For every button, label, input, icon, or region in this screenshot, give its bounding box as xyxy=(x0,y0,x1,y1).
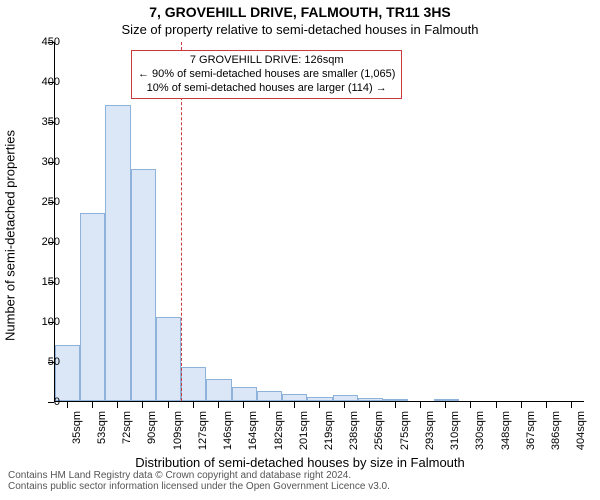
x-tick-mark xyxy=(344,402,345,408)
y-tick-label: 150 xyxy=(20,276,60,288)
y-tick-label: 350 xyxy=(20,116,60,128)
x-tick-mark xyxy=(294,402,295,408)
x-tick-mark xyxy=(369,402,370,408)
x-tick-label: 256sqm xyxy=(373,411,385,459)
x-axis-label: Distribution of semi-detached houses by … xyxy=(0,455,600,470)
x-tick-mark xyxy=(117,402,118,408)
x-tick-label: 127sqm xyxy=(197,411,209,459)
y-tick-mark xyxy=(48,282,54,283)
x-tick-mark xyxy=(269,402,270,408)
x-tick-mark xyxy=(395,402,396,408)
x-tick-label: 238sqm xyxy=(348,411,360,459)
x-tick-mark xyxy=(243,402,244,408)
x-tick-mark xyxy=(142,402,143,408)
x-tick-mark xyxy=(319,402,320,408)
y-tick-mark xyxy=(48,122,54,123)
x-tick-mark xyxy=(420,402,421,408)
histogram-bar xyxy=(383,399,408,401)
histogram-bar xyxy=(156,317,181,401)
histogram-bar xyxy=(434,399,459,401)
x-tick-label: 109sqm xyxy=(172,411,184,459)
y-tick-label: 450 xyxy=(20,36,60,48)
x-tick-label: 164sqm xyxy=(247,411,259,459)
y-tick-mark xyxy=(48,402,54,403)
x-tick-label: 182sqm xyxy=(273,411,285,459)
y-tick-mark xyxy=(48,362,54,363)
histogram-bar xyxy=(307,397,332,401)
histogram-bar xyxy=(358,398,383,401)
x-tick-label: 35sqm xyxy=(71,411,83,459)
x-tick-mark xyxy=(218,402,219,408)
y-axis-label: Number of semi-detached properties xyxy=(3,96,18,376)
x-tick-label: 330sqm xyxy=(474,411,486,459)
y-tick-label: 100 xyxy=(20,316,60,328)
y-tick-mark xyxy=(48,42,54,43)
x-tick-label: 219sqm xyxy=(323,411,335,459)
annotation-line-1: 7 GROVEHILL DRIVE: 126sqm xyxy=(138,54,395,68)
x-tick-label: 404sqm xyxy=(575,411,587,459)
x-tick-label: 386sqm xyxy=(550,411,562,459)
x-tick-label: 201sqm xyxy=(298,411,310,459)
y-tick-label: 0 xyxy=(20,396,60,408)
x-tick-mark xyxy=(470,402,471,408)
histogram-bar xyxy=(131,169,156,401)
x-tick-mark xyxy=(67,402,68,408)
x-tick-mark xyxy=(445,402,446,408)
y-tick-mark xyxy=(48,242,54,243)
chart-title: 7, GROVEHILL DRIVE, FALMOUTH, TR11 3HS xyxy=(0,4,600,20)
y-tick-mark xyxy=(48,162,54,163)
histogram-bar xyxy=(105,105,130,401)
x-tick-mark xyxy=(168,402,169,408)
x-tick-mark xyxy=(92,402,93,408)
y-tick-label: 50 xyxy=(20,356,60,368)
histogram-bar xyxy=(55,345,80,401)
x-tick-label: 72sqm xyxy=(121,411,133,459)
x-tick-label: 90sqm xyxy=(146,411,158,459)
y-tick-label: 300 xyxy=(20,156,60,168)
x-tick-label: 348sqm xyxy=(500,411,512,459)
histogram-bar xyxy=(282,394,307,401)
footer-line-2: Contains public sector information licen… xyxy=(8,481,390,492)
annotation-box: 7 GROVEHILL DRIVE: 126sqm← 90% of semi-d… xyxy=(131,50,402,99)
x-tick-mark xyxy=(496,402,497,408)
y-tick-label: 200 xyxy=(20,236,60,248)
histogram-bar xyxy=(257,391,282,401)
x-tick-label: 367sqm xyxy=(525,411,537,459)
annotation-line-2: ← 90% of semi-detached houses are smalle… xyxy=(138,68,395,82)
y-tick-mark xyxy=(48,82,54,83)
y-tick-label: 400 xyxy=(20,76,60,88)
chart-footer: Contains HM Land Registry data © Crown c… xyxy=(8,470,390,492)
histogram-bar xyxy=(80,213,105,401)
x-tick-mark xyxy=(546,402,547,408)
x-tick-label: 53sqm xyxy=(96,411,108,459)
x-tick-label: 146sqm xyxy=(222,411,234,459)
y-axis-label-wrap: Number of semi-detached properties xyxy=(2,0,16,500)
annotation-line-3: 10% of semi-detached houses are larger (… xyxy=(138,82,395,96)
x-tick-mark xyxy=(521,402,522,408)
y-tick-mark xyxy=(48,322,54,323)
x-tick-mark xyxy=(193,402,194,408)
histogram-bar xyxy=(206,379,231,401)
histogram-bar xyxy=(181,367,206,401)
x-tick-label: 293sqm xyxy=(424,411,436,459)
chart-plot-area: 7 GROVEHILL DRIVE: 126sqm← 90% of semi-d… xyxy=(54,42,584,402)
y-tick-mark xyxy=(48,202,54,203)
footer-line-1: Contains HM Land Registry data © Crown c… xyxy=(8,470,390,481)
x-tick-label: 310sqm xyxy=(449,411,461,459)
x-tick-mark xyxy=(571,402,572,408)
chart-subtitle: Size of property relative to semi-detach… xyxy=(0,22,600,37)
y-tick-label: 250 xyxy=(20,196,60,208)
histogram-bar xyxy=(333,395,358,401)
histogram-bar xyxy=(232,387,257,401)
x-tick-label: 275sqm xyxy=(399,411,411,459)
